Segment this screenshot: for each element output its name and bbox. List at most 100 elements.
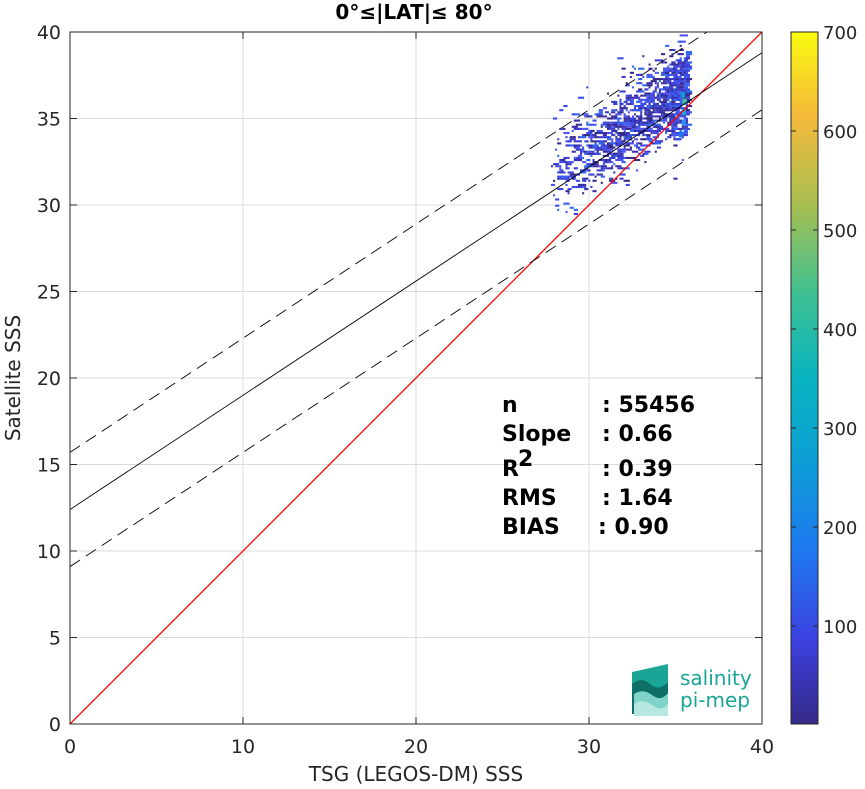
density-cell [594, 146, 597, 149]
density-cell [604, 111, 610, 114]
density-cell [654, 78, 661, 81]
density-cell [644, 94, 647, 97]
density-cell [559, 169, 562, 172]
density-cell [617, 57, 624, 60]
density-cell [586, 158, 591, 162]
density-cell [596, 152, 599, 155]
density-cell [611, 181, 618, 184]
density-cell [598, 142, 605, 145]
density-cell [598, 158, 603, 162]
density-cell [638, 125, 641, 128]
density-cell [625, 119, 628, 122]
density-cell [606, 167, 614, 170]
density-cell [685, 107, 688, 110]
wave-logo-icon [632, 664, 668, 716]
density-cell [617, 94, 620, 97]
density-cell [573, 125, 578, 128]
density-cell [665, 71, 670, 74]
density-cell [609, 123, 612, 126]
density-cell [611, 138, 614, 141]
density-cell [565, 163, 572, 166]
density-cell [685, 111, 693, 114]
density-cell [613, 121, 618, 124]
density-cell [652, 90, 655, 93]
density-cell [598, 152, 601, 155]
density-cell [658, 115, 664, 118]
density-cell [633, 158, 641, 162]
density-cell [654, 142, 661, 145]
density-cell [648, 63, 651, 66]
density-cell [644, 111, 647, 114]
density-cell [586, 131, 593, 135]
density-cell [606, 146, 610, 149]
density-cell [683, 127, 691, 130]
colorbar-tick-label: 100 [823, 617, 857, 638]
density-cell [606, 125, 612, 128]
density-cell [611, 125, 618, 128]
density-cell [580, 144, 583, 147]
density-cell [631, 65, 634, 68]
density-cell [629, 142, 634, 145]
density-cell [563, 158, 566, 162]
density-cell [685, 82, 691, 85]
y-tick-label: 15 [37, 455, 61, 477]
density-cell [567, 167, 570, 170]
density-cell [685, 53, 693, 56]
density-cell [619, 123, 622, 126]
density-cell [625, 148, 632, 151]
density-cell [677, 75, 680, 79]
density-cell [600, 181, 603, 184]
density-cell [569, 136, 576, 139]
density-cell [625, 96, 632, 99]
density-cell [650, 96, 653, 99]
density-cell [575, 156, 583, 159]
density-cell [586, 152, 589, 155]
density-cell [633, 113, 637, 116]
density-cell [663, 119, 668, 122]
density-cell [611, 142, 618, 145]
density-cell [621, 75, 626, 79]
density-cell [621, 123, 626, 126]
density-cell [681, 84, 684, 87]
density-cell [606, 117, 614, 120]
density-cell [685, 71, 688, 74]
density-cell [631, 150, 639, 153]
density-cell [631, 86, 634, 89]
density-cell [627, 142, 630, 145]
density-cell [685, 65, 693, 68]
density-cell [633, 138, 639, 141]
density-cell [658, 98, 661, 101]
density-hot-cell [680, 91, 686, 98]
density-cell [654, 67, 657, 70]
density-cell [592, 119, 597, 122]
density-cell [677, 59, 682, 62]
stat-value: : 0.90 [598, 515, 669, 540]
density-cell [675, 117, 678, 120]
density-cell [644, 152, 647, 155]
density-cell [577, 96, 585, 99]
density-cell [673, 73, 676, 76]
density-cell [567, 140, 572, 143]
density-cell [611, 111, 616, 114]
density-cell [669, 119, 672, 122]
density-cell [644, 121, 651, 124]
density-cell [631, 156, 637, 159]
density-cell [663, 96, 666, 99]
density-cell [683, 73, 686, 76]
density-cell [683, 88, 691, 91]
density-cell [667, 115, 670, 118]
density-cell [596, 113, 603, 116]
density-cell [681, 134, 688, 137]
density-cell [640, 98, 647, 101]
density-cell [660, 88, 664, 91]
density-cell [631, 98, 634, 101]
density-cell [602, 134, 607, 137]
density-cell [648, 119, 655, 122]
density-hot-cell [678, 131, 684, 138]
density-cell [598, 146, 603, 149]
density-cell [658, 117, 661, 120]
line-fit-upper [70, 32, 708, 453]
density-cell [642, 144, 645, 147]
density-cell [642, 94, 645, 97]
density-cell [606, 148, 614, 151]
